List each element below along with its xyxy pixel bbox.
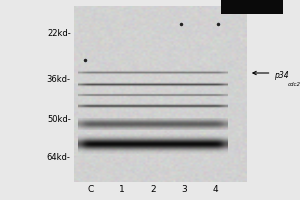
- Text: 2: 2: [150, 186, 155, 194]
- Text: 3: 3: [181, 186, 187, 194]
- FancyBboxPatch shape: [220, 0, 283, 14]
- Text: 36kd-: 36kd-: [47, 75, 71, 84]
- Text: 22kd-: 22kd-: [47, 29, 71, 38]
- Text: cdc2: cdc2: [288, 82, 300, 87]
- Text: 64kd-: 64kd-: [47, 154, 71, 162]
- Text: 50kd-: 50kd-: [47, 116, 71, 124]
- Text: C: C: [87, 186, 94, 194]
- Text: p34: p34: [274, 72, 289, 80]
- Text: 4: 4: [212, 186, 218, 194]
- Text: 1: 1: [119, 186, 124, 194]
